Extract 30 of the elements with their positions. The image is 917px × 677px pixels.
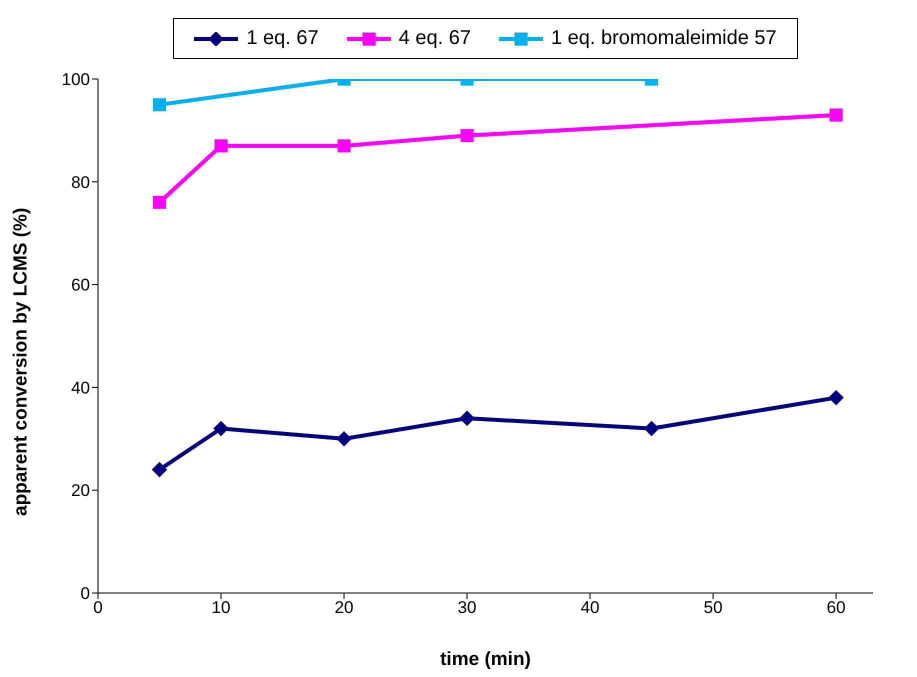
point: [828, 390, 844, 406]
point: [460, 410, 475, 426]
point: [830, 108, 843, 122]
y-tick-label: 100: [62, 70, 90, 90]
y-tick-label: 0: [80, 584, 90, 604]
point: [336, 431, 352, 446]
x-tick-label: 40: [580, 598, 600, 618]
x-tick-label: 20: [334, 598, 354, 618]
point: [214, 139, 228, 152]
y-tick-label: 40: [71, 378, 90, 398]
point: [153, 196, 166, 209]
point: [338, 139, 351, 152]
point: [644, 421, 660, 436]
point: [153, 98, 166, 112]
point: [214, 421, 229, 436]
y-tick-label: 80: [71, 172, 90, 192]
x-tick-label: 30: [458, 598, 477, 618]
x-tick-label: 10: [212, 598, 230, 618]
legend-label: 1 eq. bromomaleimide 57: [550, 27, 777, 50]
y-axis-title: apparent conversion by LCMS (%): [10, 208, 32, 516]
point: [460, 129, 474, 142]
x-tick-label: 60: [826, 598, 846, 618]
legend-label: 4 eq. 67: [398, 27, 471, 50]
x-axis-title: time (min): [440, 649, 531, 670]
x-tick-label: 50: [704, 598, 723, 618]
legend-label: 1 eq. 67: [245, 27, 319, 50]
point: [152, 462, 168, 478]
y-tick-label: 60: [71, 276, 90, 295]
x-tick-label: 0: [93, 598, 103, 618]
y-tick-label: 20: [71, 481, 90, 500]
